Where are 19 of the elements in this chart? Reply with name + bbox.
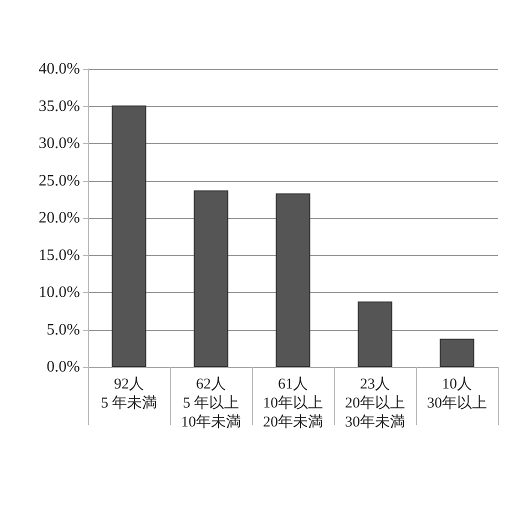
bar bbox=[440, 338, 474, 367]
y-tick-label: 20.0% bbox=[38, 210, 80, 226]
y-tick-label: 40.0% bbox=[38, 60, 80, 78]
y-tick-label: 5.0% bbox=[46, 321, 80, 338]
y-tick-label: 15.0% bbox=[38, 246, 80, 264]
x-tick-label: 61人 10年以上 20年未満 bbox=[263, 376, 323, 430]
x-tick-label: 62人 5 年以上 10年未満 bbox=[181, 376, 241, 430]
bar bbox=[276, 193, 310, 367]
x-tick-label: 23人 20年以上 30年未満 bbox=[345, 376, 405, 430]
y-tick-label: 0.0% bbox=[46, 358, 80, 376]
bar bbox=[358, 301, 392, 367]
y-tick-label: 35.0% bbox=[38, 98, 80, 115]
bar bbox=[194, 190, 228, 367]
y-tick-label: 25.0% bbox=[38, 172, 80, 190]
x-tick-label: 92人 5 年未満 bbox=[100, 376, 158, 412]
y-tick-label: 10.0% bbox=[38, 284, 80, 301]
y-tick-label: 30.0% bbox=[38, 135, 80, 152]
bar bbox=[112, 106, 146, 367]
x-tick-label: 10人 30年以上 bbox=[427, 376, 487, 412]
